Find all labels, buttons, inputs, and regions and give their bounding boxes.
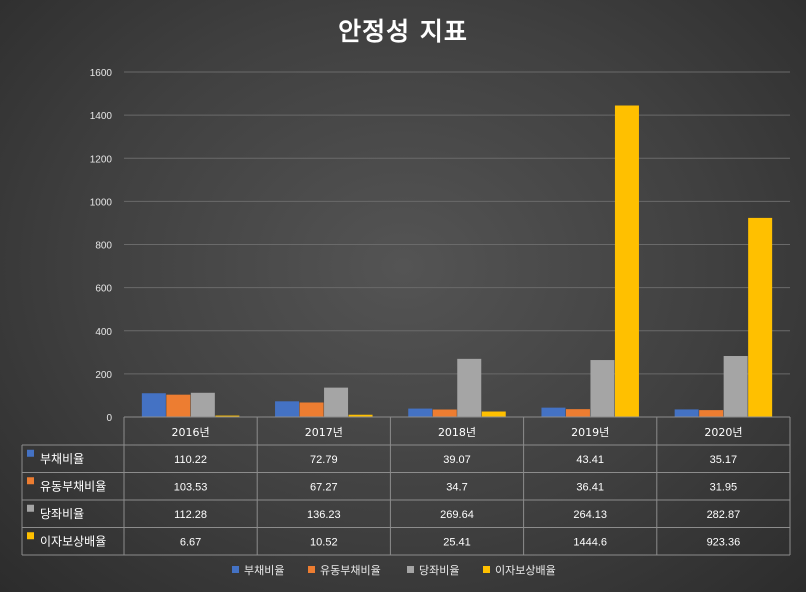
row-legend-key xyxy=(27,449,34,457)
bar xyxy=(541,407,566,417)
bar xyxy=(324,387,349,417)
bar xyxy=(481,411,506,417)
row-legend-key xyxy=(27,477,34,485)
bar xyxy=(590,360,615,417)
legend-swatch xyxy=(483,566,490,573)
bar xyxy=(166,394,191,417)
data-cell-value: 110.22 xyxy=(174,454,207,466)
y-tick-label: 0 xyxy=(106,413,112,424)
y-tick-label: 600 xyxy=(95,284,112,295)
data-cell-value: 6.67 xyxy=(180,536,201,548)
data-cell-value: 36.41 xyxy=(576,481,604,493)
bar xyxy=(614,105,639,418)
bar xyxy=(275,401,300,417)
category-label: 2018년 xyxy=(438,426,476,439)
chart-title: 안정성 지표 xyxy=(338,17,468,46)
category-label: 2017년 xyxy=(305,426,343,439)
legend-label: 유동부채비율 xyxy=(320,564,381,577)
bar xyxy=(565,409,590,417)
data-cell-value: 10.52 xyxy=(310,536,338,548)
bar xyxy=(723,356,748,417)
data-cell-value: 31.95 xyxy=(710,481,738,493)
legend-label: 이자보상배율 xyxy=(495,564,556,577)
bar xyxy=(457,358,482,417)
data-cell-value: 1444.6 xyxy=(573,536,607,548)
bar xyxy=(141,393,166,417)
data-cell-value: 35.17 xyxy=(710,454,738,466)
y-tick-label: 200 xyxy=(95,370,112,381)
bar xyxy=(699,410,724,417)
y-tick-label: 1400 xyxy=(90,111,113,122)
y-tick-label: 800 xyxy=(95,241,112,252)
data-cell-value: 39.07 xyxy=(443,454,471,466)
category-label: 2019년 xyxy=(571,426,609,439)
data-cell-value: 136.23 xyxy=(307,509,341,521)
legend-label: 부채비율 xyxy=(244,564,284,577)
y-tick-label: 1000 xyxy=(90,197,113,208)
series-row-label: 이자보상배율 xyxy=(40,534,106,548)
bar xyxy=(432,409,457,417)
data-cell-value: 43.41 xyxy=(576,454,604,466)
series-row-label: 당좌비율 xyxy=(40,507,84,521)
legend-swatch xyxy=(232,566,239,573)
data-cell-value: 282.87 xyxy=(707,509,741,521)
series-row-label: 유동부채비율 xyxy=(40,479,106,493)
series-row-label: 부채비율 xyxy=(40,452,84,466)
bar xyxy=(408,408,433,417)
y-tick-label: 1200 xyxy=(90,154,113,165)
bar xyxy=(348,414,373,417)
y-tick-label: 400 xyxy=(95,327,112,338)
data-cell-value: 923.36 xyxy=(707,536,741,548)
data-cell-value: 103.53 xyxy=(174,481,208,493)
data-cell-value: 67.27 xyxy=(310,481,338,493)
bar xyxy=(748,217,773,417)
legend-label: 당좌비율 xyxy=(419,564,459,577)
data-cell-value: 112.28 xyxy=(174,509,207,521)
row-legend-key xyxy=(27,504,34,512)
legend-swatch xyxy=(308,566,315,573)
data-cell-value: 269.64 xyxy=(440,509,474,521)
data-cell-value: 264.13 xyxy=(573,509,607,521)
data-cell-value: 34.7 xyxy=(446,481,467,493)
y-tick-label: 1600 xyxy=(90,68,113,79)
category-label: 2016년 xyxy=(172,426,210,439)
legend-swatch xyxy=(407,566,414,573)
bar xyxy=(190,392,215,417)
row-legend-key xyxy=(27,532,34,540)
bar xyxy=(299,402,324,417)
data-cell-value: 72.79 xyxy=(310,454,338,466)
category-label: 2020년 xyxy=(704,426,742,439)
bar xyxy=(674,409,699,417)
data-cell-value: 25.41 xyxy=(443,536,471,548)
bar xyxy=(215,415,240,417)
